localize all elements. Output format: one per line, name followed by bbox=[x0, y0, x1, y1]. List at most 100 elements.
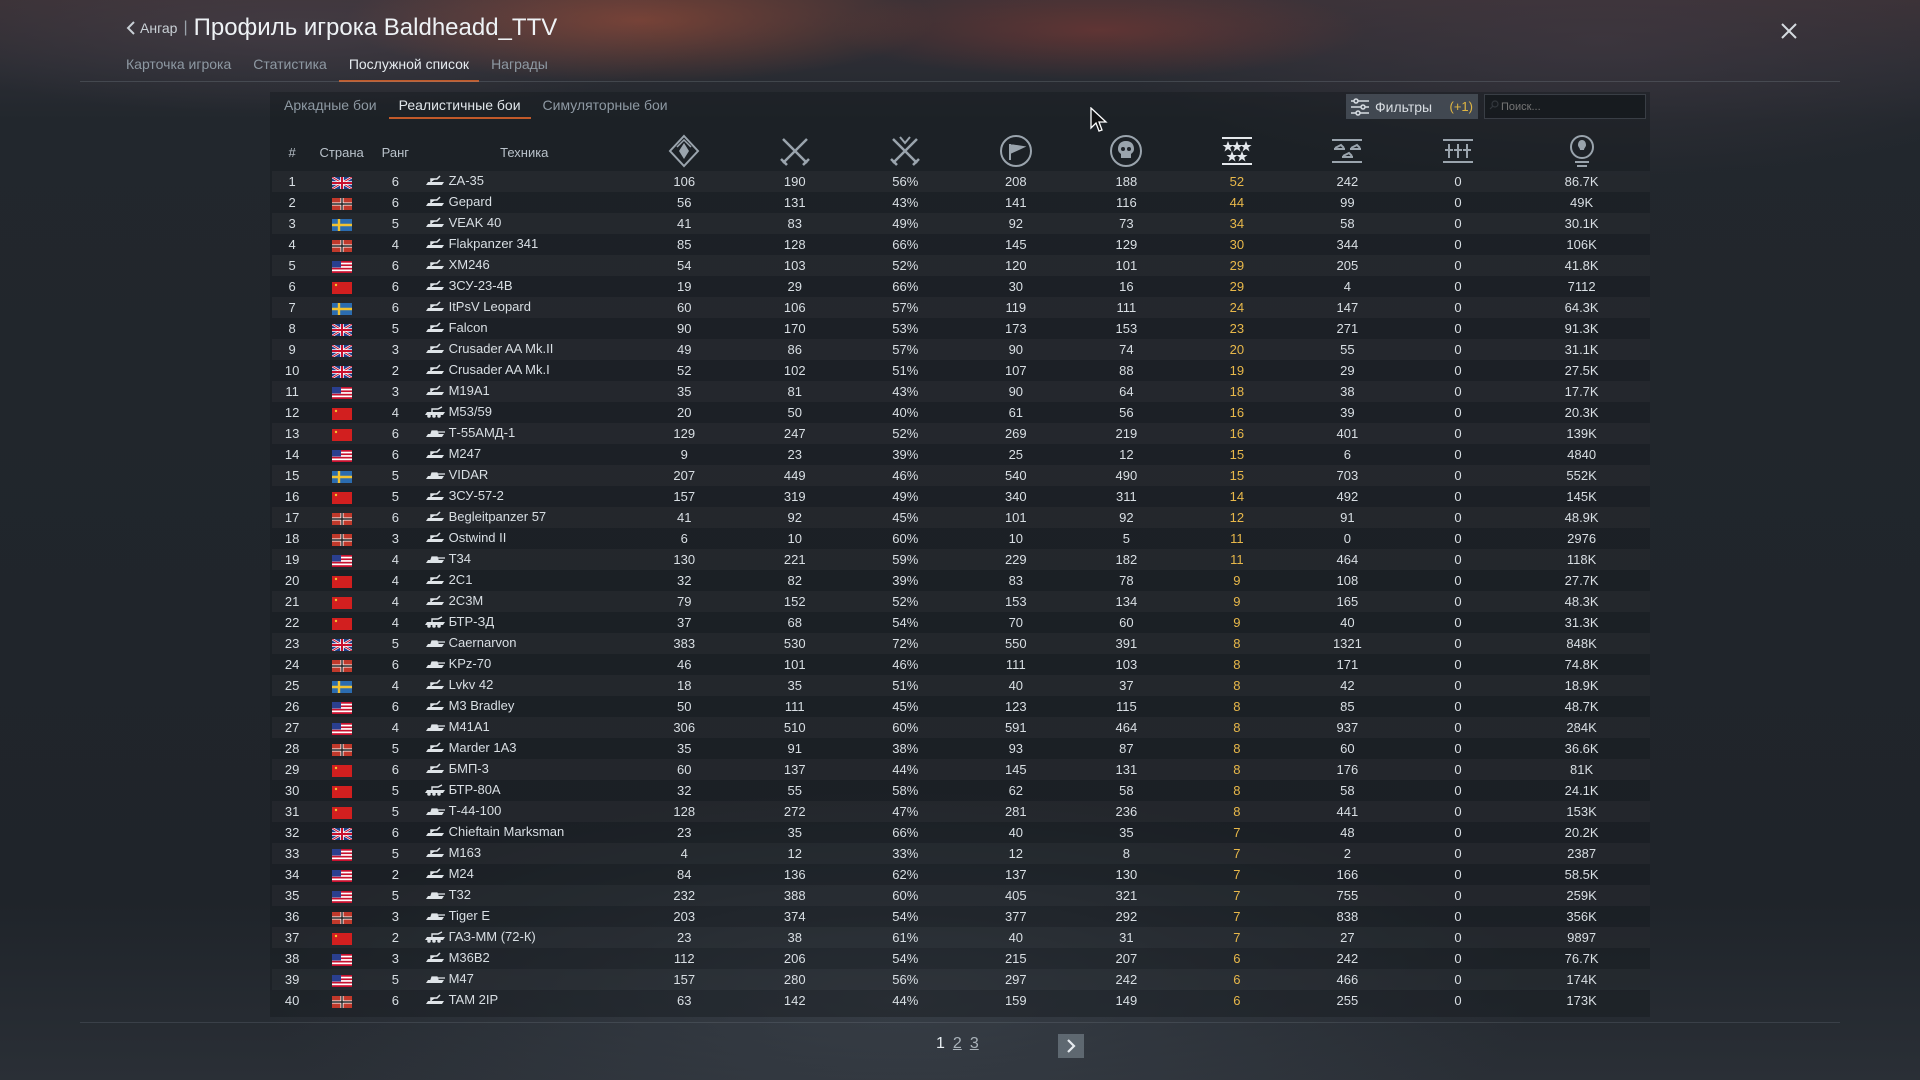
vehicle-cell[interactable]: M24 bbox=[420, 864, 629, 885]
vehicle-cell[interactable]: M53/59 bbox=[420, 402, 629, 423]
back-button[interactable]: Ангар bbox=[126, 20, 177, 36]
col-victories[interactable] bbox=[629, 133, 740, 171]
table-row[interactable]: 19 4 T34 130 221 59% 229 182 11 464 0 118K bbox=[272, 549, 1650, 570]
vehicle-cell[interactable]: ZA-35 bbox=[420, 171, 629, 192]
table-row[interactable]: 28 5 Marder 1A3 35 91 38% 93 87 8 60 0 36.6K bbox=[272, 738, 1650, 759]
vehicle-cell[interactable]: M3 Bradley bbox=[420, 696, 629, 717]
tab-simulator[interactable]: Симуляторные бои bbox=[542, 97, 668, 113]
table-row[interactable]: 31 5 Т-44-100 128 272 47% 281 236 8 441 0 153K bbox=[272, 801, 1650, 822]
col-country[interactable]: Страна bbox=[319, 144, 364, 160]
col-ace[interactable] bbox=[1182, 133, 1293, 171]
table-row[interactable]: 4 4 Flakpanzer 341 85 128 66% 145 129 30 344 0 106K bbox=[272, 234, 1650, 255]
table-row[interactable]: 2 6 Gepard 56 131 43% 141 116 44 99 0 49K bbox=[272, 192, 1650, 213]
table-row[interactable]: 9 3 Crusader AA Mk.II 49 86 57% 90 74 20 55 0 31.1K bbox=[272, 339, 1650, 360]
tab-arcade[interactable]: Аркадные бои bbox=[284, 97, 377, 113]
table-row[interactable]: 22 4 БТР-ЗД 37 68 54% 70 60 9 40 0 31.3K bbox=[272, 612, 1650, 633]
vehicle-cell[interactable]: M47 bbox=[420, 969, 629, 990]
vehicle-cell[interactable]: TAM 2IP bbox=[420, 990, 629, 1011]
page-link[interactable]: 3 bbox=[969, 1035, 979, 1052]
vehicle-cell[interactable]: ЗСУ-23-4В bbox=[420, 276, 629, 297]
table-row[interactable]: 21 4 2С3М 79 152 52% 153 134 9 165 0 48.3K bbox=[272, 591, 1650, 612]
vehicle-cell[interactable]: БМП-3 bbox=[420, 759, 629, 780]
table-row[interactable]: 17 6 Begleitpanzer 57 41 92 45% 101 92 12 91 0 48.9… bbox=[272, 507, 1650, 528]
col-deaths[interactable] bbox=[1071, 133, 1182, 171]
vehicle-cell[interactable]: Tiger E bbox=[420, 906, 629, 927]
table-row[interactable]: 27 4 M41A1 306 510 60% 591 464 8 937 0 284K bbox=[272, 717, 1650, 738]
vehicle-cell[interactable]: M41A1 bbox=[420, 717, 629, 738]
vehicle-cell[interactable]: Begleitpanzer 57 bbox=[420, 507, 629, 528]
table-row[interactable]: 40 6 TAM 2IP 63 142 44% 159 149 6 255 0 173K bbox=[272, 990, 1650, 1011]
vehicle-cell[interactable]: M247 bbox=[420, 444, 629, 465]
tab-statistics[interactable]: Статистика bbox=[253, 56, 327, 72]
table-row[interactable]: 23 5 Caernarvon 383 530 72% 550 391 8 1321 0 848K bbox=[272, 633, 1650, 654]
page-link[interactable]: 2 bbox=[952, 1035, 962, 1052]
table-row[interactable]: 6 6 ЗСУ-23-4В 19 29 66% 30 16 29 4 0 7112 bbox=[272, 276, 1650, 297]
table-row[interactable]: 8 5 Falcon 90 170 53% 173 153 23 271 0 91.3K bbox=[272, 318, 1650, 339]
table-row[interactable]: 37 2 ГАЗ-ММ (72-К) 23 38 61% 40 31 7 27 0 9897 bbox=[272, 927, 1650, 948]
vehicle-cell[interactable]: 2С1 bbox=[420, 570, 629, 591]
col-number[interactable]: # bbox=[288, 144, 296, 160]
table-row[interactable]: 24 6 KPz-70 46 101 46% 111 103 8 171 0 74.8K bbox=[272, 654, 1650, 675]
vehicle-cell[interactable]: Flakpanzer 341 bbox=[420, 234, 629, 255]
col-battles[interactable] bbox=[739, 133, 850, 171]
vehicle-cell[interactable]: M163 bbox=[420, 843, 629, 864]
col-vehicle[interactable]: Техника bbox=[500, 144, 549, 160]
tab-service-record[interactable]: Послужной список bbox=[338, 56, 480, 82]
col-respawns[interactable] bbox=[961, 133, 1072, 171]
vehicle-cell[interactable]: БТР-80А bbox=[420, 780, 629, 801]
vehicle-cell[interactable]: Lvkv 42 bbox=[420, 675, 629, 696]
col-score[interactable] bbox=[1513, 133, 1650, 171]
table-row[interactable]: 33 5 M163 4 12 33% 12 8 7 2 0 2387 bbox=[272, 843, 1650, 864]
vehicle-cell[interactable]: ItPsV Leopard bbox=[420, 297, 629, 318]
vehicle-cell[interactable]: M36B2 bbox=[420, 948, 629, 969]
vehicle-cell[interactable]: Falcon bbox=[420, 318, 629, 339]
search-input[interactable] bbox=[1484, 94, 1646, 119]
filters-button[interactable]: Фильтры (+1) bbox=[1346, 94, 1478, 119]
vehicle-cell[interactable]: Ostwind II bbox=[420, 528, 629, 549]
vehicle-cell[interactable]: XM246 bbox=[420, 255, 629, 276]
table-row[interactable]: 25 4 Lvkv 42 18 35 51% 40 37 8 42 0 18.9K bbox=[272, 675, 1650, 696]
table-row[interactable]: 16 5 ЗСУ-57-2 157 319 49% 340 311 14 492 0 145K bbox=[272, 486, 1650, 507]
table-row[interactable]: 1 6 ZA-35 106 190 56% 208 188 52 242 0 86.7K bbox=[272, 171, 1650, 192]
tab-realistic[interactable]: Реалистичные бои bbox=[388, 97, 531, 119]
col-air-kills[interactable] bbox=[1292, 133, 1403, 171]
table-row[interactable]: 15 5 VIDAR 207 449 46% 540 490 15 703 0 552K bbox=[272, 465, 1650, 486]
tab-awards[interactable]: Награды bbox=[491, 56, 548, 72]
table-row[interactable]: 35 5 T32 232 388 60% 405 321 7 755 0 259K bbox=[272, 885, 1650, 906]
table-row[interactable]: 39 5 M47 157 280 56% 297 242 6 466 0 174K bbox=[272, 969, 1650, 990]
vehicle-cell[interactable]: Chieftain Marksman bbox=[420, 822, 629, 843]
table-row[interactable]: 38 3 M36B2 112 206 54% 215 207 6 242 0 76.7K bbox=[272, 948, 1650, 969]
table-row[interactable]: 3 5 VEAK 40 41 83 49% 92 73 34 58 0 30.1K bbox=[272, 213, 1650, 234]
col-ground-kills[interactable] bbox=[1403, 133, 1514, 171]
table-row[interactable]: 26 6 M3 Bradley 50 111 45% 123 115 8 85 0 48.7K bbox=[272, 696, 1650, 717]
vehicle-cell[interactable]: Marder 1A3 bbox=[420, 738, 629, 759]
vehicle-cell[interactable]: T34 bbox=[420, 549, 629, 570]
table-row[interactable]: 29 6 БМП-3 60 137 44% 145 131 8 176 0 81K bbox=[272, 759, 1650, 780]
vehicle-cell[interactable]: Crusader AA Mk.II bbox=[420, 339, 629, 360]
vehicle-cell[interactable]: Caernarvon bbox=[420, 633, 629, 654]
vehicle-cell[interactable]: Т-55АМД-1 bbox=[420, 423, 629, 444]
table-row[interactable]: 18 3 Ostwind II 6 10 60% 10 5 11 0 0 2976 bbox=[272, 528, 1650, 549]
table-row[interactable]: 10 2 Crusader AA Mk.I 52 102 51% 107 88 19 29 0 27.… bbox=[272, 360, 1650, 381]
table-row[interactable]: 34 2 M24 84 136 62% 137 130 7 166 0 58.5K bbox=[272, 864, 1650, 885]
tab-player-card[interactable]: Карточка игрока bbox=[126, 56, 232, 72]
vehicle-cell[interactable]: Gepard bbox=[420, 192, 629, 213]
table-row[interactable]: 11 3 M19A1 35 81 43% 90 64 18 38 0 17.7K bbox=[272, 381, 1650, 402]
table-row[interactable]: 13 6 Т-55АМД-1 129 247 52% 269 219 16 401 0 139K bbox=[272, 423, 1650, 444]
vehicle-cell[interactable]: VIDAR bbox=[420, 465, 629, 486]
vehicle-cell[interactable]: БТР-ЗД bbox=[420, 612, 629, 633]
table-row[interactable]: 7 6 ItPsV Leopard 60 106 57% 119 111 24 147 0 64.3K bbox=[272, 297, 1650, 318]
col-winrate[interactable] bbox=[850, 133, 961, 171]
vehicle-cell[interactable]: ЗСУ-57-2 bbox=[420, 486, 629, 507]
table-row[interactable]: 20 4 2С1 32 82 39% 83 78 9 108 0 27.7K bbox=[272, 570, 1650, 591]
vehicle-cell[interactable]: VEAK 40 bbox=[420, 213, 629, 234]
table-row[interactable]: 30 5 БТР-80А 32 55 58% 62 58 8 58 0 24.1K bbox=[272, 780, 1650, 801]
next-page-button[interactable] bbox=[1058, 1034, 1084, 1058]
col-rank[interactable]: Ранг bbox=[381, 144, 410, 160]
vehicle-cell[interactable]: KPz-70 bbox=[420, 654, 629, 675]
vehicle-cell[interactable]: T32 bbox=[420, 885, 629, 906]
vehicle-cell[interactable]: Т-44-100 bbox=[420, 801, 629, 822]
vehicle-cell[interactable]: ГАЗ-ММ (72-К) bbox=[420, 927, 629, 948]
table-row[interactable]: 5 6 XM246 54 103 52% 120 101 29 205 0 41.8K bbox=[272, 255, 1650, 276]
table-row[interactable]: 12 4 M53/59 20 50 40% 61 56 16 39 0 20.3K bbox=[272, 402, 1650, 423]
